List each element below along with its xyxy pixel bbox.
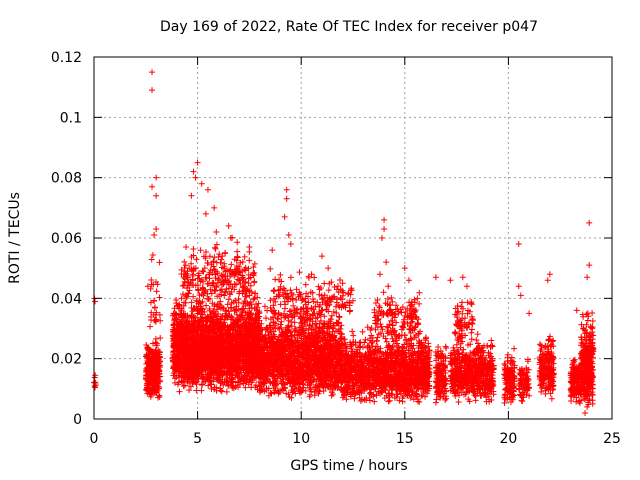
data-point [255, 300, 262, 307]
data-point [184, 312, 191, 319]
data-point [180, 383, 187, 390]
data-point [206, 305, 213, 312]
data-point [147, 376, 154, 383]
data-point [144, 344, 151, 351]
data-point [235, 315, 242, 322]
data-point [154, 387, 161, 394]
data-point [151, 367, 158, 374]
data-point [151, 352, 158, 359]
data-point [173, 296, 180, 303]
data-point [157, 334, 164, 341]
data-point [181, 382, 188, 389]
data-point [155, 363, 162, 370]
data-point [149, 251, 156, 258]
data-point [211, 301, 218, 308]
data-point [152, 335, 159, 342]
data-point [239, 309, 246, 316]
data-point [150, 377, 157, 384]
data-point [176, 388, 183, 395]
data-point [146, 387, 153, 394]
data-point [147, 299, 154, 306]
data-point [151, 304, 158, 311]
data-point [150, 361, 157, 368]
data-point [242, 384, 249, 391]
data-point [203, 302, 210, 309]
data-point [254, 294, 261, 301]
data-point [147, 323, 154, 330]
data-point [153, 316, 160, 323]
data-point [225, 296, 232, 303]
data-point [155, 368, 162, 375]
data-point [145, 345, 152, 352]
data-point [223, 379, 230, 386]
data-point [220, 382, 227, 389]
data-point [92, 372, 99, 379]
data-point [186, 387, 193, 394]
data-point [150, 311, 157, 318]
data-point [154, 359, 161, 366]
data-point [153, 389, 160, 396]
data-point [213, 387, 220, 394]
data-point [157, 317, 164, 324]
data-point [151, 298, 158, 305]
data-point [251, 305, 258, 312]
data-point [174, 381, 181, 388]
data-point [156, 358, 163, 365]
data-point [147, 285, 154, 292]
data-point [91, 383, 98, 390]
data-point [156, 259, 163, 266]
data-point [148, 256, 155, 263]
data-point [213, 306, 220, 313]
data-point [146, 380, 153, 387]
data-point [153, 288, 160, 295]
data-point [154, 373, 161, 380]
data-point [156, 393, 163, 400]
data-point [145, 358, 152, 365]
data-points [91, 69, 597, 416]
data-point [149, 361, 156, 368]
data-point [156, 294, 163, 301]
data-point [253, 311, 260, 318]
data-point [149, 340, 156, 347]
data-point [148, 316, 155, 323]
data-point [150, 281, 157, 288]
data-point [142, 375, 149, 382]
data-point [245, 381, 252, 388]
